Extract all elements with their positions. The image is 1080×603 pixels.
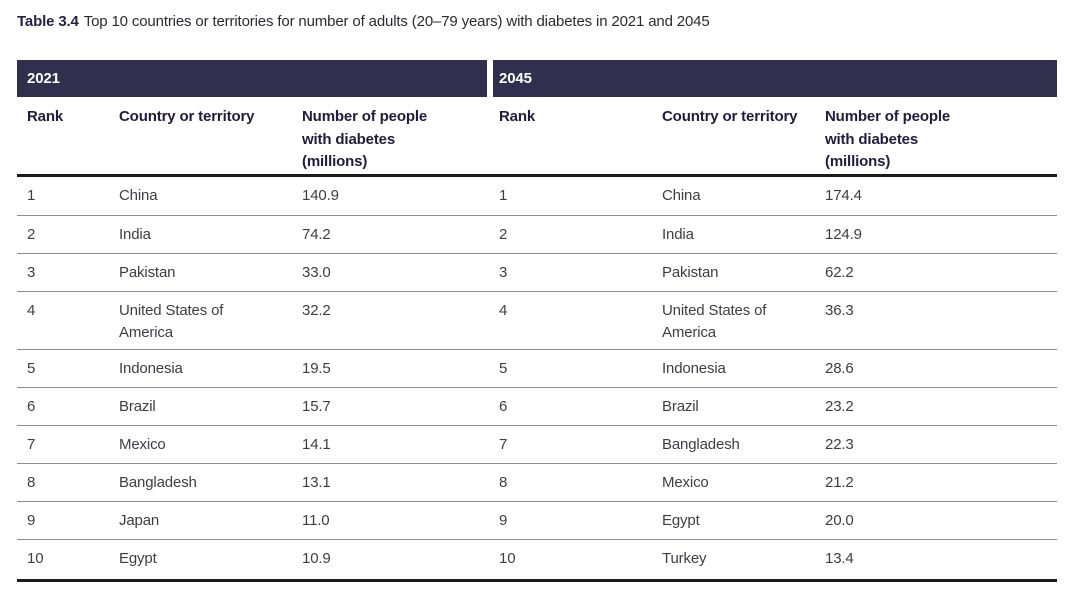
rank-cell-2045: 2 (499, 226, 508, 243)
country-cell-2045: Egypt (662, 512, 700, 529)
table-row: 2 India 74.2 2 India 124.9 (17, 215, 1057, 253)
year-label: 2045 (499, 70, 532, 87)
rank-cell-2045: 7 (499, 436, 508, 453)
year-label: 2021 (27, 70, 60, 87)
value-cell-2045: 174.4 (825, 187, 862, 204)
rank-cell-2021: 5 (27, 360, 36, 377)
rank-cell-2045: 1 (499, 187, 508, 204)
table-caption-text: Top 10 countries or territories for numb… (83, 13, 710, 30)
table-row: 6 Brazil 15.7 6 Brazil 23.2 (17, 387, 1057, 425)
country-cell-2021: India (119, 226, 151, 243)
table-row: 10 Egypt 10.9 10 Turkey 13.4 (17, 539, 1057, 579)
country-cell-2045: China (662, 187, 701, 204)
value-cell-2045: 21.2 (825, 474, 854, 491)
country-cell-2045: Brazil (662, 398, 699, 415)
table-row: 8 Bangladesh 13.1 8 Mexico 21.2 (17, 463, 1057, 501)
country-cell-2045: Mexico (662, 474, 709, 491)
value-cell-2045: 28.6 (825, 360, 854, 377)
rank-cell-2045: 10 (499, 550, 516, 567)
country-cell-2021: Egypt (119, 550, 157, 567)
rank-cell-2045: 6 (499, 398, 508, 415)
value-cell-2045: 22.3 (825, 436, 854, 453)
country-cell-2021: Brazil (119, 398, 156, 415)
rank-cell-2021: 2 (27, 226, 36, 243)
value-cell-2021: 14.1 (302, 436, 331, 453)
rank-cell-2021: 10 (27, 550, 44, 567)
country-cell-2021: Mexico (119, 436, 166, 453)
rank-cell-2045: 4 (499, 302, 508, 319)
number-column-header-2045: Number of people with diabetes (millions… (825, 108, 951, 170)
rank-cell-2021: 6 (27, 398, 36, 415)
table-row: 5 Indonesia 19.5 5 Indonesia 28.6 (17, 349, 1057, 387)
table-number: Table 3.4 (17, 13, 79, 30)
table-row: 7 Mexico 14.1 7 Bangladesh 22.3 (17, 425, 1057, 463)
rank-cell-2045: 5 (499, 360, 508, 377)
value-cell-2045: 13.4 (825, 550, 854, 567)
country-cell-2021: Bangladesh (119, 474, 197, 491)
rank-column-header-2045: Rank (499, 108, 536, 125)
rank-cell-2021: 4 (27, 302, 36, 319)
number-column-header-2021: Number of people with diabetes (millions… (302, 108, 428, 170)
diabetes-table: 2021 2045 Rank Country or territory Numb… (17, 60, 1057, 582)
table-row: 3 Pakistan 33.0 3 Pakistan 62.2 (17, 253, 1057, 291)
table-caption: Table 3.4 Top 10 countries or territories… (17, 13, 710, 30)
value-cell-2021: 19.5 (302, 360, 331, 377)
rank-cell-2045: 3 (499, 264, 508, 281)
year-header-2021: 2021 (17, 60, 487, 97)
country-cell-2045: India (662, 226, 694, 243)
year-band-row: 2021 2045 (17, 60, 1057, 97)
value-cell-2045: 23.2 (825, 398, 854, 415)
value-cell-2045: 124.9 (825, 226, 862, 243)
value-cell-2021: 13.1 (302, 474, 331, 491)
value-cell-2021: 15.7 (302, 398, 331, 415)
table-row: 4 United States of America 32.2 4 United… (17, 291, 1057, 349)
country-cell-2021: Indonesia (119, 360, 183, 377)
rank-cell-2021: 9 (27, 512, 36, 529)
country-cell-2021: Pakistan (119, 264, 176, 281)
value-cell-2045: 36.3 (825, 302, 854, 319)
rank-cell-2021: 3 (27, 264, 36, 281)
year-header-2045: 2045 (493, 60, 1057, 97)
country-cell-2045: Bangladesh (662, 436, 740, 453)
value-cell-2021: 33.0 (302, 264, 331, 281)
country-cell-2045: Turkey (662, 550, 707, 567)
table-row: 9 Japan 11.0 9 Egypt 20.0 (17, 501, 1057, 539)
table-row: 1 China 140.9 1 China 174.4 (17, 177, 1057, 215)
value-cell-2021: 10.9 (302, 550, 331, 567)
value-cell-2045: 62.2 (825, 264, 854, 281)
value-cell-2045: 20.0 (825, 512, 854, 529)
country-cell-2021: China (119, 187, 158, 204)
value-cell-2021: 32.2 (302, 302, 331, 319)
column-header-row: Rank Country or territory Number of peop… (17, 97, 1057, 177)
country-cell-2021: Japan (119, 512, 160, 529)
rank-cell-2045: 8 (499, 474, 508, 491)
rank-cell-2021: 1 (27, 187, 36, 204)
rank-cell-2021: 7 (27, 436, 36, 453)
country-cell-2045: Indonesia (662, 360, 726, 377)
value-cell-2021: 11.0 (302, 512, 330, 529)
country-cell-2045: United States of America (662, 302, 767, 341)
rank-cell-2021: 8 (27, 474, 36, 491)
value-cell-2021: 140.9 (302, 187, 339, 204)
country-cell-2021: United States of America (119, 302, 224, 341)
country-cell-2045: Pakistan (662, 264, 719, 281)
rank-column-header-2021: Rank (27, 108, 64, 125)
country-column-header-2021: Country or territory (119, 108, 255, 125)
value-cell-2021: 74.2 (302, 226, 331, 243)
country-column-header-2045: Country or territory (662, 108, 798, 125)
rank-cell-2045: 9 (499, 512, 508, 529)
